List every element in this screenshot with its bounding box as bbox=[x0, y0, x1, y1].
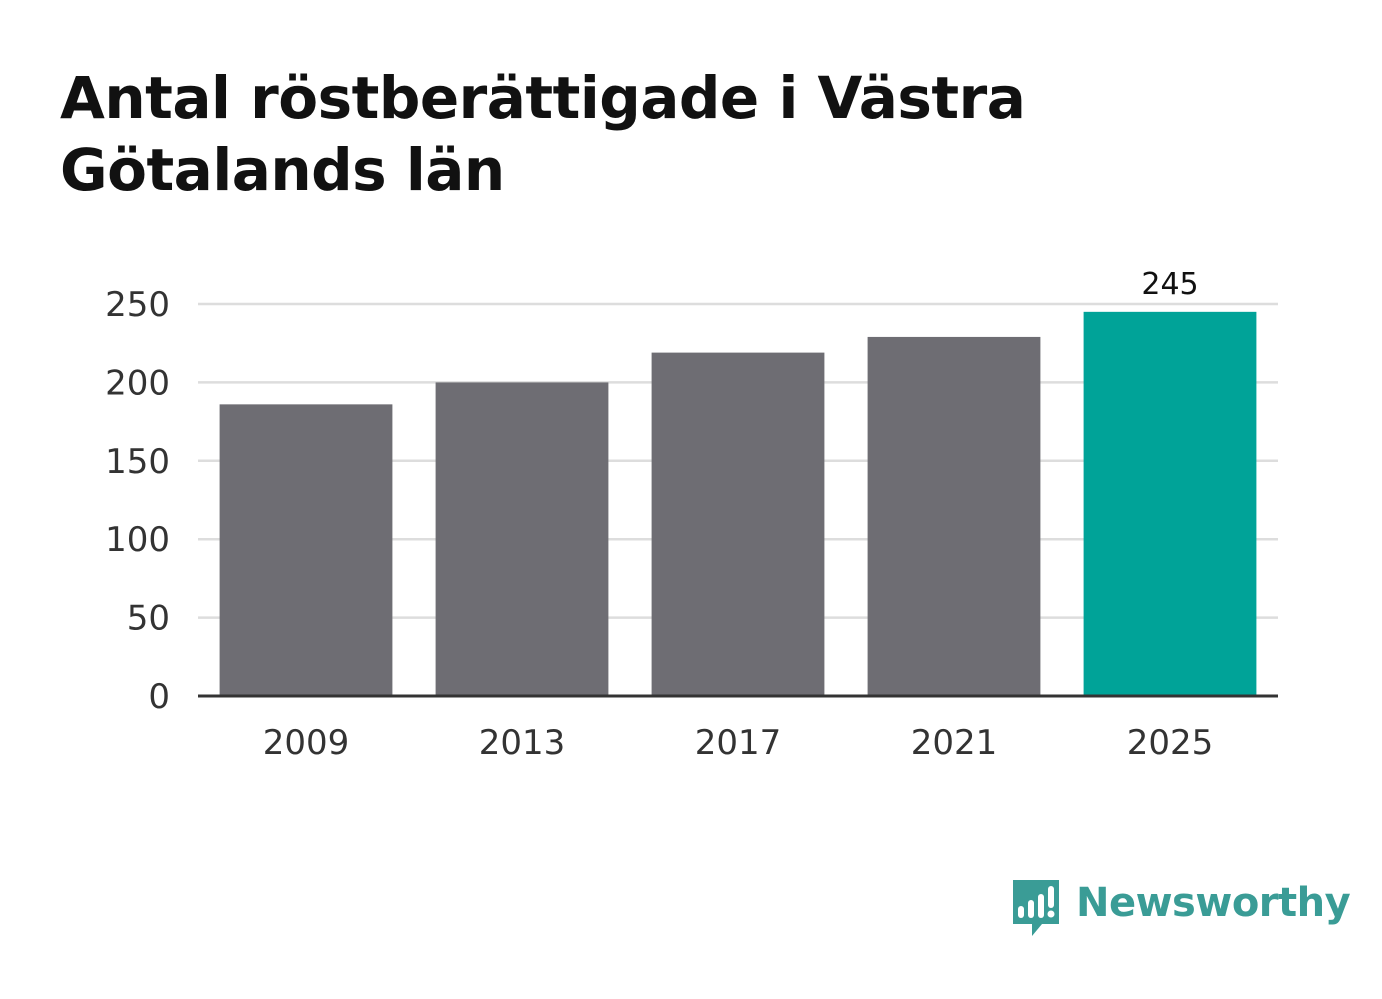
newsworthy-chart-bubble-icon bbox=[1013, 880, 1059, 936]
y-tick-label: 200 bbox=[105, 363, 170, 403]
y-tick-label: 50 bbox=[127, 599, 170, 639]
value-label: 245 bbox=[1141, 267, 1198, 302]
y-tick-label: 250 bbox=[105, 285, 170, 325]
value-labels: 245 bbox=[1141, 267, 1198, 302]
y-axis-ticks: 0 50 100 150 200 250 bbox=[105, 285, 170, 717]
x-tick-label: 2013 bbox=[479, 723, 566, 763]
bar-2021 bbox=[867, 336, 1041, 696]
y-tick-label: 0 bbox=[148, 677, 170, 717]
bar-2009 bbox=[219, 404, 393, 696]
x-tick-label: 2017 bbox=[695, 723, 782, 763]
x-tick-label: 2009 bbox=[263, 723, 350, 763]
bar-2013 bbox=[435, 382, 609, 696]
bars bbox=[219, 311, 1257, 696]
x-axis-ticks: 2009 2013 2017 2021 2025 bbox=[263, 723, 1214, 763]
bar-chart: 0 50 100 150 200 250 2009 2013 2017 2021 2025 245 bbox=[105, 267, 1278, 763]
bar-2017 bbox=[651, 352, 825, 696]
bar-2025 bbox=[1083, 311, 1257, 696]
x-tick-label: 2021 bbox=[911, 723, 998, 763]
chart-title: Antal röstberättigade i Västra Götalands… bbox=[60, 64, 1026, 204]
brand-name: Newsworthy bbox=[1076, 880, 1351, 926]
x-tick-label: 2025 bbox=[1127, 723, 1214, 763]
y-tick-label: 100 bbox=[105, 520, 170, 560]
y-tick-label: 150 bbox=[105, 442, 170, 482]
newsworthy-logo: Newsworthy bbox=[1010, 878, 1351, 940]
